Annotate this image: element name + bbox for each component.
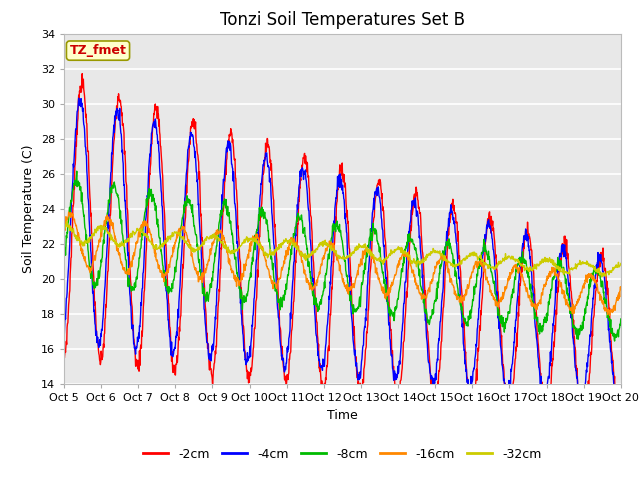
X-axis label: Time: Time: [327, 408, 358, 421]
Text: TZ_fmet: TZ_fmet: [70, 44, 127, 57]
Title: Tonzi Soil Temperatures Set B: Tonzi Soil Temperatures Set B: [220, 11, 465, 29]
Legend: -2cm, -4cm, -8cm, -16cm, -32cm: -2cm, -4cm, -8cm, -16cm, -32cm: [138, 443, 547, 466]
Y-axis label: Soil Temperature (C): Soil Temperature (C): [22, 144, 35, 273]
